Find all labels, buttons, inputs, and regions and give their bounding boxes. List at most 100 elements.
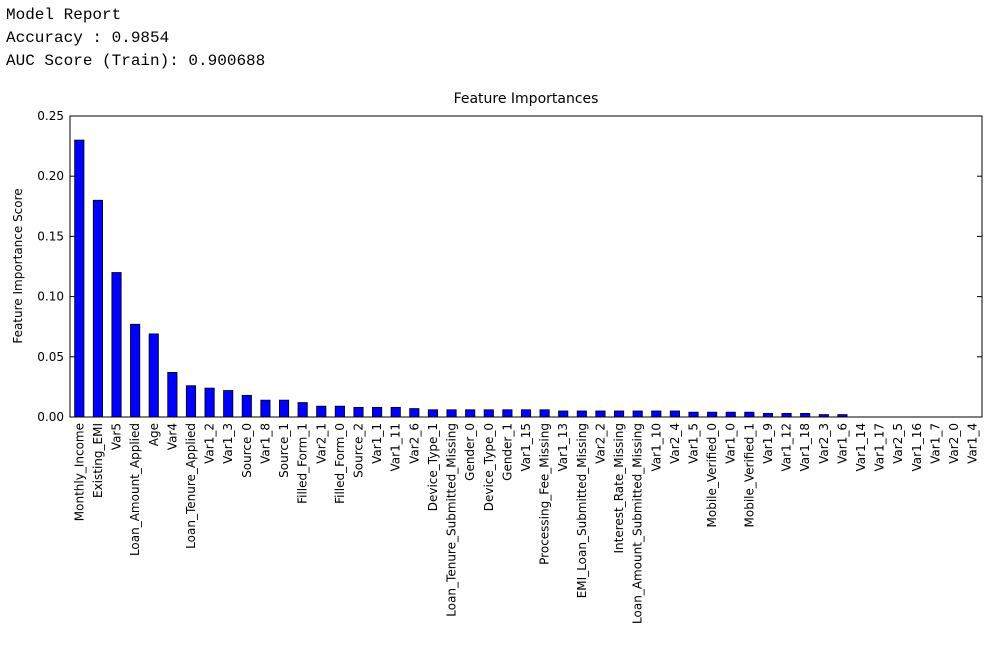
bar — [260, 399, 271, 418]
x-tick-label: Var1_12 — [780, 423, 794, 471]
x-tick-label: Loan_Amount_Submitted_Missing — [631, 423, 645, 624]
x-tick-label: Loan_Tenure_Submitted_Missing — [445, 423, 459, 617]
chart-title: Feature Importances — [454, 91, 599, 107]
model-report: Model Report Accuracy : 0.9854 AUC Score… — [6, 4, 265, 73]
x-tick-label: Loan_Tenure_Applied — [184, 423, 198, 549]
x-tick-label: Source_0 — [240, 423, 254, 478]
bar — [632, 410, 643, 418]
x-tick-label: Filled_Form_1 — [296, 423, 310, 504]
x-tick-label: Device_Type_1 — [426, 423, 440, 511]
x-tick-label: Var1_7 — [928, 423, 942, 464]
y-axis-label: Feature Importance Score — [11, 188, 25, 343]
bar — [520, 409, 532, 418]
y-tick-label: 0.00 — [37, 410, 64, 424]
bar — [614, 410, 625, 418]
x-tick-label: Var1_10 — [649, 423, 663, 471]
x-tick-label: Var1_15 — [519, 423, 533, 471]
bar — [316, 405, 327, 418]
x-tick-label: Existing_EMI — [91, 423, 105, 498]
x-tick-label: Age — [147, 423, 161, 446]
bar — [651, 410, 662, 418]
y-tick-label: 0.10 — [37, 290, 64, 304]
y-tick-label: 0.25 — [37, 109, 64, 123]
report-line: Accuracy : 0.9854 — [6, 29, 170, 47]
x-tick-label: Var2_1 — [314, 423, 328, 464]
bar — [707, 411, 718, 418]
bar — [558, 410, 569, 418]
bar — [539, 409, 550, 418]
report-line: AUC Score (Train): 0.900688 — [6, 52, 266, 70]
bar — [204, 387, 215, 418]
bar — [409, 408, 420, 418]
x-tick-label: Var2_5 — [891, 423, 905, 464]
x-tick-label: Var1_6 — [835, 423, 849, 464]
y-tick-label: 0.15 — [37, 229, 64, 243]
bar — [92, 199, 103, 418]
bar — [688, 411, 699, 418]
x-tick-label: Var1_5 — [687, 423, 701, 464]
bar — [446, 409, 457, 418]
bar — [167, 372, 178, 418]
x-tick-label: Var1_0 — [724, 423, 738, 464]
x-tick-label: Var2_3 — [817, 423, 831, 464]
x-tick-label: Var2_0 — [947, 423, 961, 464]
x-tick-label: Interest_Rate_Missing — [612, 423, 626, 554]
y-tick-label: 0.05 — [37, 350, 64, 364]
bar — [502, 409, 513, 418]
report-line: Model Report — [6, 6, 122, 24]
bar — [576, 410, 587, 418]
x-tick-label: Device_Type_0 — [482, 423, 496, 511]
bar — [223, 390, 234, 418]
x-tick-label: Var1_17 — [873, 423, 887, 471]
x-tick-label: Mobile_Verified_1 — [742, 423, 756, 527]
bar — [781, 412, 792, 418]
x-tick-label: Monthly_Income — [72, 423, 86, 521]
x-tick-label: Var4 — [165, 423, 179, 450]
x-tick-label: Var1_13 — [556, 423, 570, 471]
bar — [353, 406, 364, 418]
bar — [669, 410, 680, 418]
x-tick-label: Processing_Fee_Missing — [538, 423, 552, 565]
bar — [390, 406, 401, 418]
x-tick-label: Var2_6 — [407, 423, 421, 464]
bar — [111, 272, 122, 418]
x-tick-label: Var1_1 — [370, 423, 384, 464]
bar — [465, 409, 476, 418]
bar — [241, 394, 252, 418]
x-tick-label: Var1_14 — [854, 423, 868, 471]
x-tick-label: Var1_18 — [798, 423, 812, 471]
bar — [185, 385, 197, 418]
x-tick-label: Gender_0 — [463, 423, 477, 481]
bar — [800, 412, 811, 418]
bar — [762, 412, 774, 418]
bar — [74, 139, 85, 418]
bar — [130, 323, 141, 418]
x-tick-label: Var1_4 — [966, 423, 980, 464]
bar — [334, 405, 345, 418]
x-tick-label: Filled_Form_0 — [333, 423, 347, 504]
x-tick-label: Var5 — [110, 423, 124, 450]
bar — [744, 411, 755, 418]
x-tick-label: Var1_2 — [203, 423, 217, 464]
x-tick-label: Var1_8 — [258, 423, 272, 464]
bar — [148, 333, 159, 418]
x-tick-label: EMI_Loan_Submitted_Missing — [575, 423, 589, 598]
bar — [372, 406, 383, 418]
bar — [725, 411, 736, 418]
x-tick-label: Var1_16 — [910, 423, 924, 471]
x-tick-label: Var2_2 — [593, 423, 607, 464]
x-tick-label: Source_2 — [351, 423, 365, 478]
bar — [297, 402, 308, 418]
x-tick-label: Var2_4 — [668, 423, 682, 464]
x-tick-label: Mobile_Verified_0 — [705, 423, 719, 527]
x-tick-label: Source_1 — [277, 423, 291, 478]
x-tick-label: Var1_11 — [389, 423, 403, 471]
bar — [483, 409, 494, 418]
x-tick-label: Var1_3 — [221, 423, 235, 464]
x-tick-label: Loan_Amount_Applied — [128, 423, 142, 556]
x-tick-label: Gender_1 — [500, 423, 514, 481]
bar — [595, 410, 606, 418]
y-tick-label: 0.20 — [37, 169, 64, 183]
